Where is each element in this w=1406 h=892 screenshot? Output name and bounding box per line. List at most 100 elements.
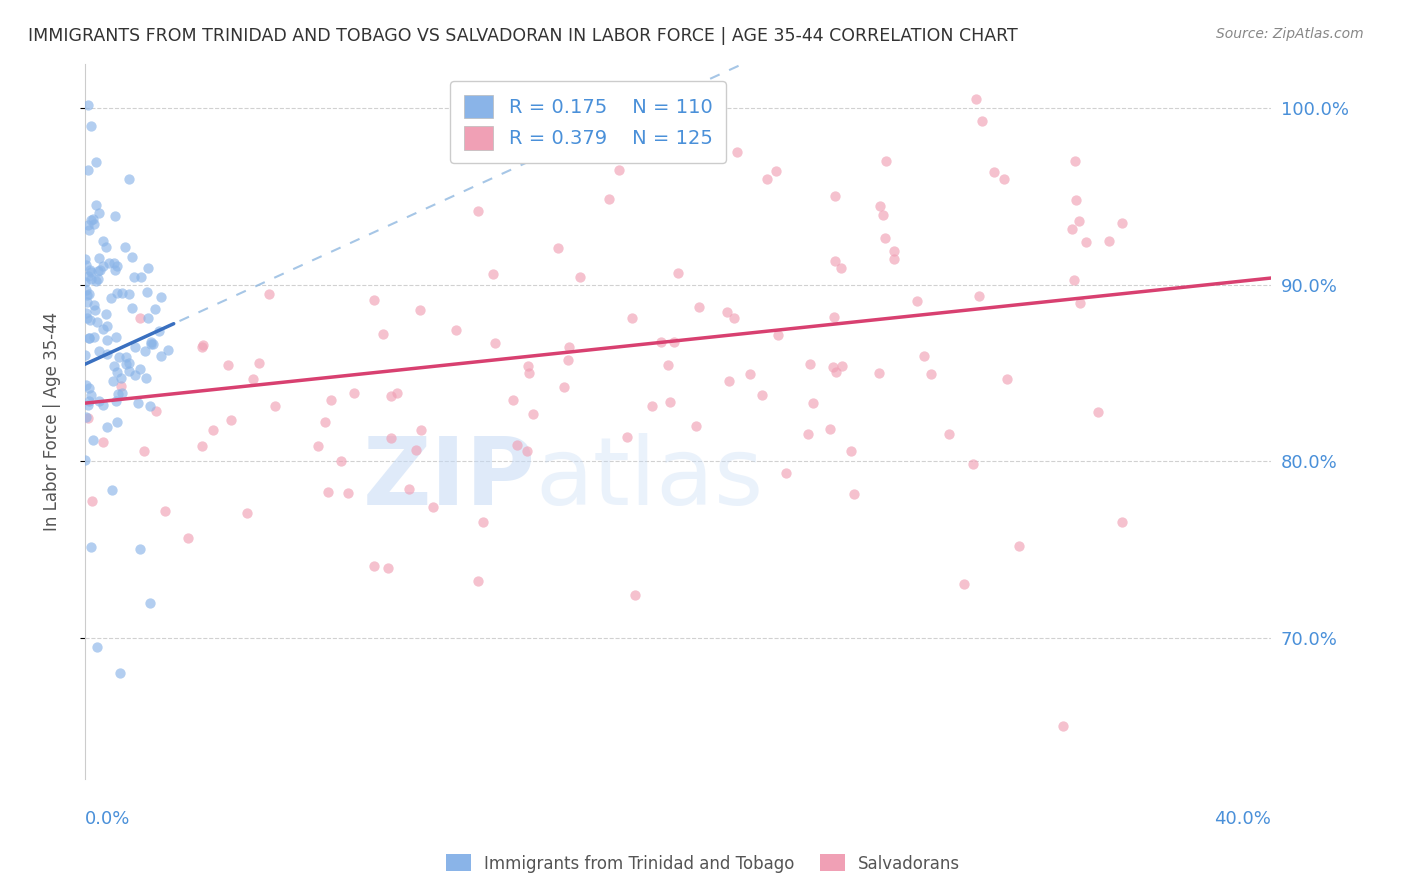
Point [129, 269, 152, 284]
Point [316, 485, 339, 500]
Point [242, 372, 264, 386]
Point [659, 394, 682, 409]
Point [385, 385, 408, 400]
Point [830, 261, 852, 276]
Point [73, 347, 96, 361]
Point [127, 396, 149, 410]
Point [259, 286, 281, 301]
Point [103, 359, 125, 373]
Point [156, 343, 179, 357]
Point [1008, 539, 1031, 553]
Y-axis label: In Labor Force | Age 35-44: In Labor Force | Age 35-44 [44, 312, 60, 532]
Point [75, 305, 97, 319]
Point [105, 365, 128, 379]
Point [105, 394, 128, 409]
Point [650, 335, 672, 350]
Point [516, 443, 538, 458]
Point [398, 482, 420, 496]
Point [105, 415, 128, 429]
Point [217, 359, 239, 373]
Point [841, 444, 863, 458]
Point [91, 322, 114, 336]
Point [89, 263, 111, 277]
Point [87, 251, 110, 265]
Point [797, 426, 820, 441]
Point [149, 290, 172, 304]
Point [641, 399, 664, 413]
Point [883, 244, 905, 259]
Point [962, 457, 984, 471]
Point [824, 254, 846, 268]
Point [522, 408, 544, 422]
Text: IMMIGRANTS FROM TRINIDAD AND TOBAGO VS SALVADORAN IN LABOR FORCE | AGE 35-44 COR: IMMIGRANTS FROM TRINIDAD AND TOBAGO VS S… [28, 27, 1018, 45]
Point [75, 283, 97, 297]
Point [104, 210, 127, 224]
Point [725, 145, 748, 160]
Point [91, 234, 114, 248]
Point [121, 250, 143, 264]
Point [1069, 296, 1091, 310]
Point [467, 204, 489, 219]
Point [688, 300, 710, 314]
Point [377, 561, 399, 575]
Point [970, 114, 993, 128]
Point [121, 301, 143, 315]
Point [912, 349, 935, 363]
Point [129, 362, 152, 376]
Point [96, 240, 118, 254]
Point [87, 393, 110, 408]
Point [84, 197, 107, 211]
Point [96, 333, 118, 347]
Point [716, 305, 738, 319]
Point [872, 207, 894, 221]
Point [87, 271, 110, 285]
Point [91, 435, 114, 450]
Text: ZIP: ZIP [363, 433, 536, 525]
Point [875, 154, 897, 169]
Point [111, 386, 134, 401]
Point [236, 506, 259, 520]
Point [995, 372, 1018, 386]
Point [76, 410, 98, 425]
Point [83, 330, 105, 344]
Point [129, 541, 152, 556]
Point [75, 258, 97, 272]
Point [557, 353, 579, 368]
Point [766, 328, 789, 343]
Point [718, 374, 741, 388]
Point [82, 212, 104, 227]
Point [83, 217, 105, 231]
Point [801, 396, 824, 410]
Point [73, 452, 96, 467]
Point [620, 311, 643, 326]
Point [263, 399, 285, 413]
Point [77, 218, 100, 232]
Point [110, 378, 132, 392]
Point [616, 430, 638, 444]
Point [145, 404, 167, 418]
Point [134, 444, 156, 458]
Point [844, 487, 866, 501]
Point [1087, 405, 1109, 419]
Point [83, 298, 105, 312]
Point [115, 350, 138, 364]
Point [84, 274, 107, 288]
Point [103, 374, 125, 388]
Point [190, 340, 212, 354]
Text: 0.0%: 0.0% [84, 810, 131, 828]
Point [76, 163, 98, 178]
Point [129, 310, 152, 325]
Point [135, 371, 157, 385]
Point [1111, 515, 1133, 529]
Point [983, 165, 1005, 179]
Point [76, 377, 98, 392]
Point [249, 356, 271, 370]
Point [73, 275, 96, 289]
Point [1097, 234, 1119, 248]
Point [607, 163, 630, 178]
Point [148, 324, 170, 338]
Point [80, 387, 103, 401]
Point [643, 140, 665, 154]
Point [84, 154, 107, 169]
Point [141, 337, 163, 351]
